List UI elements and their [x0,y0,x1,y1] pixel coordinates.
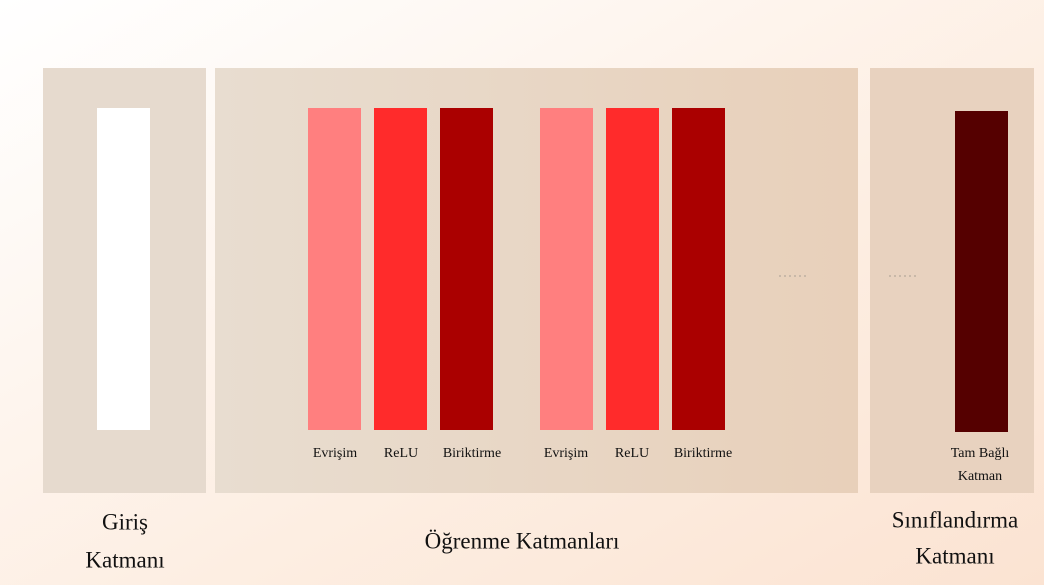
relu-layer [374,108,427,430]
panel-label: Katmanı [85,547,164,572]
layer-label: ReLU [615,446,649,461]
classification-panel [870,68,1034,493]
layer-label: Evrişim [313,446,357,461]
relu-layer [606,108,659,430]
conv-layer [540,108,593,430]
layer-label: Biriktirme [674,446,732,461]
panel-label: Öğrenme Katmanları [425,528,620,553]
pool-layer [440,108,493,430]
conv-layer [308,108,361,430]
pool-layer [672,108,725,430]
panel-label: Giriş [102,509,148,534]
fc-layer [955,111,1008,432]
layer-label: Biriktirme [443,446,501,461]
layer-label: Evrişim [544,446,588,461]
input-layer [97,108,150,430]
panel-label: Katmanı [915,543,994,568]
panel-label: Sınıflandırma [892,507,1018,532]
layer-label: ReLU [384,446,418,461]
layer-label: Tam Bağlı [951,446,1010,461]
layer-label: Katman [958,469,1002,484]
